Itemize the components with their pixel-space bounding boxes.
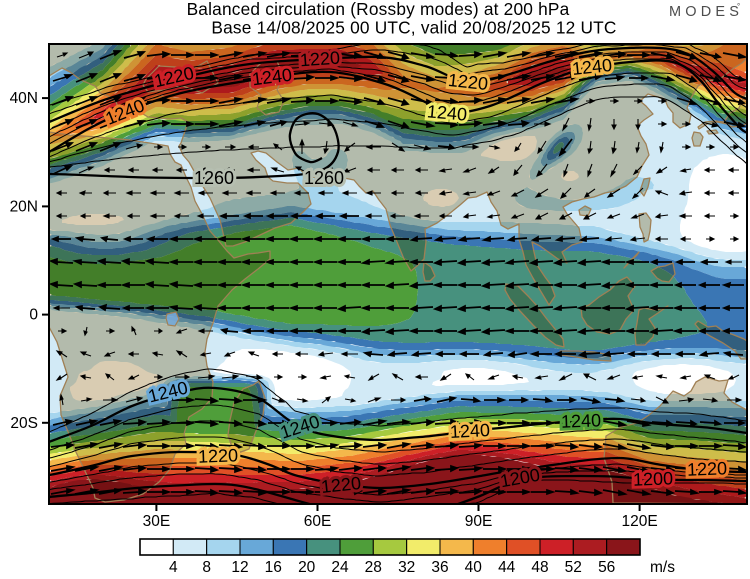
svg-text:1240: 1240 bbox=[571, 55, 613, 79]
svg-text:30E: 30E bbox=[143, 513, 171, 530]
svg-text:44: 44 bbox=[498, 559, 516, 574]
svg-text:1260: 1260 bbox=[304, 168, 344, 188]
svg-text:1220: 1220 bbox=[320, 473, 362, 497]
svg-text:12: 12 bbox=[231, 559, 248, 574]
svg-text:40N: 40N bbox=[10, 90, 38, 107]
svg-text:120E: 120E bbox=[621, 513, 657, 530]
svg-text:28: 28 bbox=[365, 559, 382, 574]
svg-text:32: 32 bbox=[398, 559, 415, 574]
svg-text:1200: 1200 bbox=[633, 468, 674, 489]
svg-text:0: 0 bbox=[29, 307, 38, 324]
svg-text:1260: 1260 bbox=[194, 168, 234, 188]
svg-text:60E: 60E bbox=[304, 513, 332, 530]
svg-text:48: 48 bbox=[531, 559, 548, 574]
svg-text:56: 56 bbox=[598, 559, 615, 574]
svg-text:1220: 1220 bbox=[687, 458, 728, 479]
svg-text:36: 36 bbox=[431, 559, 448, 574]
svg-text:16: 16 bbox=[265, 559, 282, 574]
svg-text:1220: 1220 bbox=[299, 48, 340, 71]
svg-text:8: 8 bbox=[202, 559, 211, 574]
svg-text:Balanced circulation (Rossby m: Balanced circulation (Rossby modes) at 2… bbox=[187, 0, 570, 19]
svg-text:40: 40 bbox=[465, 559, 483, 574]
svg-text:1240: 1240 bbox=[426, 101, 468, 124]
svg-text:1240: 1240 bbox=[561, 410, 602, 431]
svg-text:90E: 90E bbox=[465, 513, 493, 530]
svg-text:20S: 20S bbox=[10, 415, 38, 432]
svg-text:4: 4 bbox=[169, 559, 178, 574]
svg-text:20N: 20N bbox=[10, 198, 38, 215]
svg-text:Base 14/08/2025 00 UTC, valid: Base 14/08/2025 00 UTC, valid 20/08/2025… bbox=[211, 18, 616, 38]
svg-text:1220: 1220 bbox=[447, 70, 489, 94]
svg-text:52: 52 bbox=[565, 559, 582, 574]
svg-text:20: 20 bbox=[298, 559, 316, 574]
svg-text:1220: 1220 bbox=[198, 445, 239, 466]
svg-text:°: ° bbox=[737, 2, 740, 11]
svg-text:m/s: m/s bbox=[650, 559, 675, 574]
svg-text:1240: 1240 bbox=[449, 420, 490, 442]
svg-text:24: 24 bbox=[331, 559, 349, 574]
svg-text:MODES: MODES bbox=[669, 4, 743, 20]
